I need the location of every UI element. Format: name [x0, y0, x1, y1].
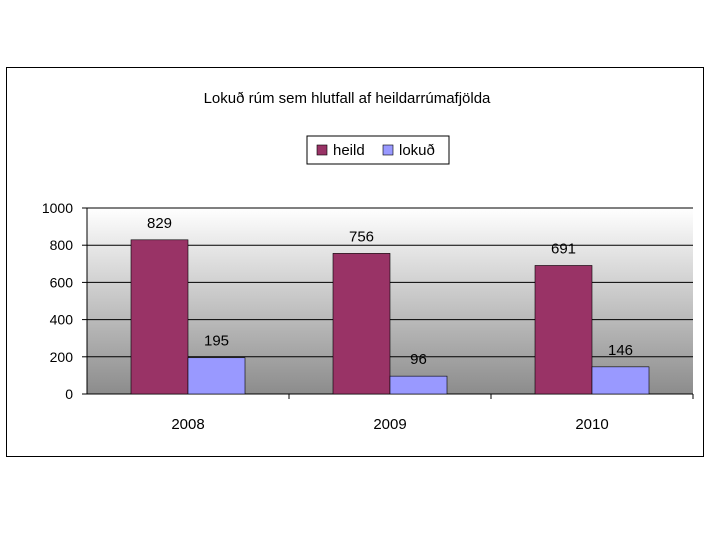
y-tick-label: 1000 — [42, 200, 73, 216]
y-tick-label: 800 — [50, 237, 74, 253]
legend-label-heild: heild — [333, 142, 365, 159]
plot-area: 0 200 400 600 800 1000 829 195 2008 756 96 2009 691 1… — [42, 200, 694, 433]
x-tick-label: 2010 — [575, 416, 608, 433]
y-tick-label: 400 — [50, 312, 74, 328]
data-label: 691 — [551, 240, 576, 257]
bar-heild-2008 — [130, 239, 189, 395]
legend-swatch-heild — [316, 144, 328, 156]
bar-lokuð-2008 — [187, 357, 246, 395]
bar-heild-2009 — [332, 253, 391, 395]
bar-lokuð-2010 — [591, 366, 650, 395]
legend: heild lokuð — [306, 135, 450, 165]
bar-chart: Lokuð rúm sem hlutfall af heildarrúmafjö… — [42, 90, 694, 433]
legend-box — [306, 135, 450, 165]
x-tick-label: 2008 — [171, 416, 204, 433]
x-tick-label: 2009 — [373, 416, 406, 433]
data-label: 146 — [608, 342, 633, 359]
bar-lokuð-2009 — [389, 375, 448, 395]
data-label: 96 — [410, 351, 427, 368]
data-label: 829 — [147, 215, 172, 232]
legend-swatch-lokuð — [382, 144, 394, 156]
bar-heild-2010 — [534, 265, 593, 395]
chart-frame: Lokuð rúm sem hlutfall af heildarrúmafjö… — [6, 67, 704, 457]
chart-title: Lokuð rúm sem hlutfall af heildarrúmafjö… — [204, 90, 491, 107]
y-tick-label: 600 — [50, 274, 74, 290]
data-label: 195 — [204, 333, 229, 350]
data-label: 756 — [349, 228, 374, 245]
y-tick-label: 200 — [50, 349, 74, 365]
legend-label-lokuð: lokuð — [399, 142, 435, 159]
y-tick-label: 0 — [65, 386, 73, 402]
